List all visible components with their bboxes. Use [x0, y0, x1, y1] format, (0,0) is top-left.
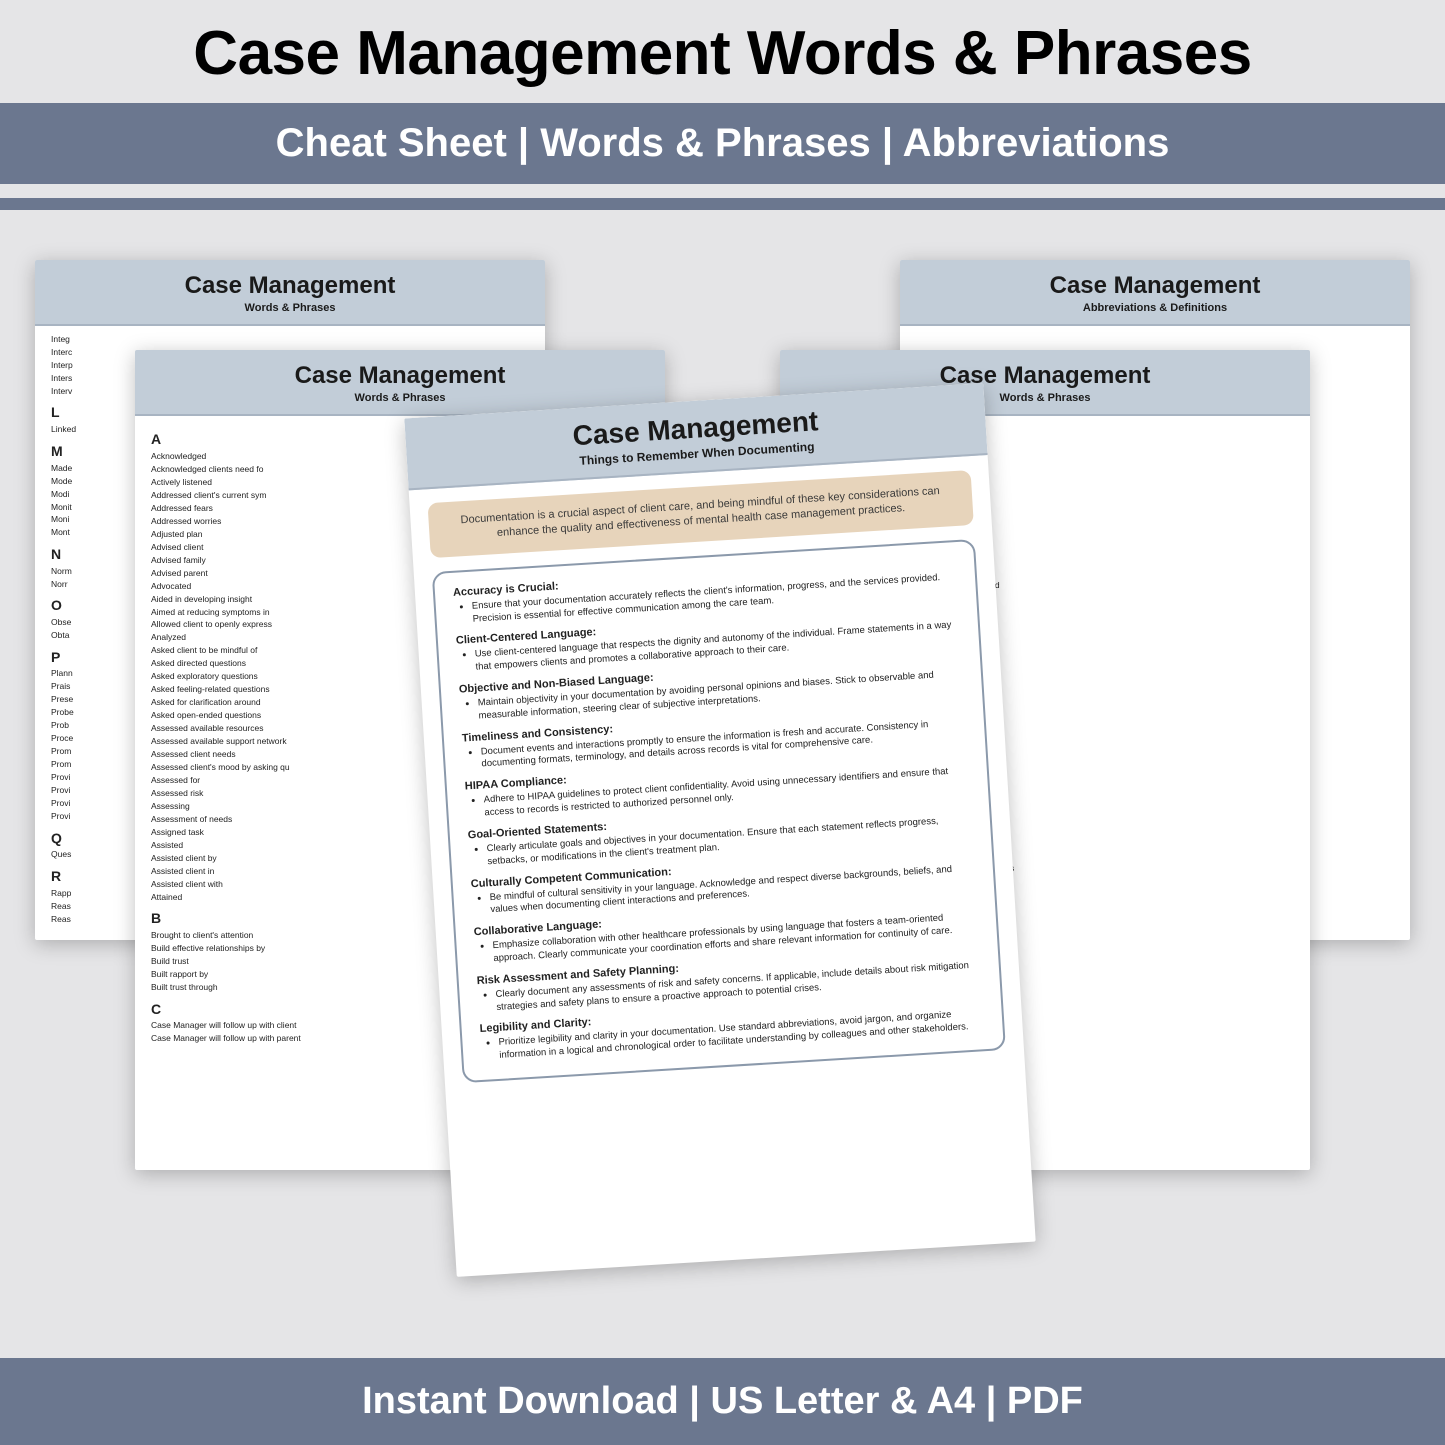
page-header: Case Management Words & Phrases [135, 350, 665, 416]
divider-bar [0, 198, 1445, 210]
page-header: Case Management Words & Phrases [35, 260, 545, 326]
page-canvas: Case Management Words & Phrases IntegInt… [0, 220, 1445, 1355]
word-item: Integ [51, 334, 529, 345]
subtitle-bar: Cheat Sheet | Words & Phrases | Abbrevia… [0, 103, 1445, 184]
page-body [900, 326, 1410, 342]
page-title: Case Management [900, 272, 1410, 300]
page-title: Case Management [35, 272, 545, 300]
page-title: Case Management [780, 362, 1310, 390]
page-center-front: Case Management Things to Remember When … [404, 383, 1035, 1277]
page-subtitle: Abbreviations & Definitions [900, 302, 1410, 314]
footer-bar: Instant Download | US Letter & A4 | PDF [0, 1358, 1445, 1445]
page-subtitle: Words & Phrases [135, 392, 665, 404]
content-frame: Accuracy is Crucial:Ensure that your doc… [432, 539, 1006, 1084]
page-header: Case Management Abbreviations & Definiti… [900, 260, 1410, 326]
page-subtitle: Words & Phrases [35, 302, 545, 314]
page-title: Case Management [135, 362, 665, 390]
main-title: Case Management Words & Phrases [0, 0, 1445, 103]
